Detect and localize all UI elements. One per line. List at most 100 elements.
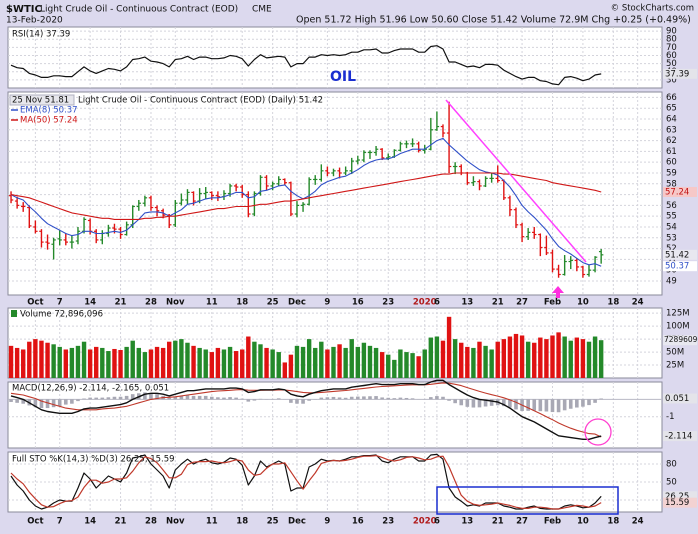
- histogram-bar: [587, 399, 591, 406]
- volume-bar: [331, 346, 336, 378]
- value-label: 15.59: [665, 498, 689, 508]
- volume-bar: [568, 340, 573, 378]
- x-tick-label: 14: [84, 517, 96, 527]
- volume-bar: [428, 337, 434, 378]
- histogram-bar: [94, 397, 99, 400]
- series-line: [10, 453, 602, 510]
- volume-bar: [489, 349, 494, 378]
- histogram-bar: [15, 399, 19, 403]
- y-tick-label: 50: [666, 478, 677, 488]
- volume-bar: [349, 339, 354, 378]
- volume-bar: [94, 346, 99, 378]
- volume-bar: [33, 339, 38, 378]
- histogram-bar: [216, 397, 220, 400]
- histogram-bar: [100, 397, 105, 400]
- volume-bar: [240, 349, 245, 378]
- x-tick-label: 9: [324, 517, 330, 527]
- date: 13-Feb-2020: [6, 16, 63, 26]
- volume-bar: [100, 347, 105, 378]
- value-box: [663, 68, 697, 79]
- volume-bar: [75, 345, 81, 378]
- histogram-bar: [502, 399, 506, 407]
- histogram-bar: [222, 397, 226, 400]
- volume-bar: [440, 340, 446, 378]
- histogram-bar: [63, 399, 68, 405]
- x-tick-label: 7: [57, 517, 63, 527]
- y-tick-label: 56: [666, 201, 677, 211]
- volume-bar: [21, 349, 26, 378]
- histogram-bar: [483, 399, 488, 407]
- y-tick-label: 64: [666, 114, 677, 124]
- trend-line: [445, 99, 587, 263]
- volume-bar: [167, 341, 172, 378]
- volume-bar: [136, 347, 141, 378]
- volume-bar: [471, 347, 476, 378]
- histogram-bar: [76, 399, 80, 402]
- histogram-bar: [349, 396, 354, 400]
- volume-bar: [227, 346, 233, 378]
- volume-bar: [483, 345, 488, 378]
- volume-bar: [130, 340, 135, 378]
- highlight-circle: [584, 418, 612, 446]
- volume-bar: [233, 351, 239, 378]
- histogram-bar: [203, 395, 208, 400]
- histogram-bar: [337, 397, 342, 400]
- y-tick-label: 65: [666, 104, 677, 114]
- legend-swatch: [11, 310, 17, 317]
- y-tick-label: 125M: [666, 309, 690, 319]
- histogram-bar: [130, 394, 135, 400]
- volume-bar: [258, 344, 263, 378]
- histogram-bar: [124, 395, 129, 400]
- volume-bar: [410, 353, 415, 378]
- value-label: 26.25: [665, 492, 689, 502]
- value-box: [663, 249, 697, 260]
- macd-line: [10, 379, 602, 440]
- x-tick-label: 10: [577, 517, 589, 527]
- volume-bar: [459, 342, 464, 378]
- y-tick-label: 53: [666, 233, 677, 243]
- histogram-bar: [240, 398, 245, 400]
- histogram-bar: [459, 399, 464, 406]
- histogram-bar: [106, 397, 111, 400]
- histogram-bar: [508, 399, 512, 408]
- x-tick-label: Dec: [288, 298, 306, 308]
- legend: RSI(14) 37.39: [12, 30, 70, 40]
- y-tick-label: 25M: [666, 361, 684, 371]
- histogram-bar: [514, 399, 518, 410]
- volume-bar: [118, 350, 123, 378]
- histogram-bar: [252, 399, 257, 401]
- y-tick-label: 63: [666, 125, 677, 135]
- volume-bar: [148, 349, 154, 378]
- volume-bar: [465, 346, 470, 378]
- histogram-bar: [234, 397, 238, 400]
- legend: MA(50) 57.24: [20, 116, 78, 126]
- histogram-bar: [57, 399, 62, 407]
- overlay-line: [10, 172, 602, 220]
- histogram-bar: [112, 396, 117, 400]
- credit: © StockCharts.com: [611, 4, 694, 14]
- volume-bar: [154, 346, 160, 378]
- x-tick-label: 21: [115, 298, 127, 308]
- histogram-bar: [319, 397, 324, 400]
- value-label: -2.114: [665, 432, 692, 442]
- value-box: [663, 261, 697, 272]
- histogram-bar: [429, 397, 433, 400]
- x-tick-label: 25: [267, 298, 279, 308]
- x-tick-label: 9: [324, 298, 330, 308]
- x-tick-label: 11: [206, 517, 218, 527]
- x-tick-label: 18: [236, 517, 248, 527]
- volume-bar: [69, 347, 75, 378]
- volume-bar: [525, 341, 531, 378]
- histogram-bar: [39, 399, 44, 409]
- volume-bar: [14, 347, 20, 378]
- histogram-bar: [70, 399, 74, 404]
- volume-bar: [343, 347, 348, 378]
- volume-bar: [112, 348, 117, 378]
- volume-bar: [452, 339, 458, 378]
- histogram-bar: [526, 399, 530, 411]
- value-box: [663, 497, 697, 508]
- histogram-bar: [197, 395, 202, 400]
- volume-bar: [319, 341, 324, 378]
- histogram-bar: [356, 396, 360, 400]
